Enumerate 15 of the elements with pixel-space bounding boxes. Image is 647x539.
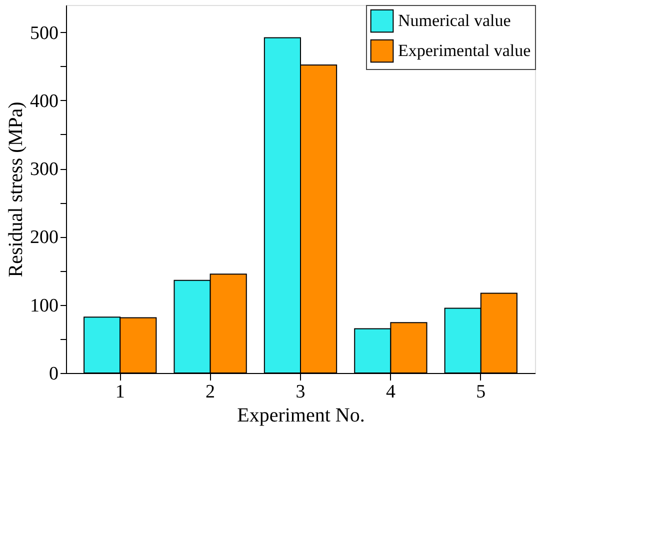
y-tick-label: 500 [30,22,58,44]
x-tick-label: 4 [386,382,396,402]
y-tick-label: 0 [49,364,58,384]
x-tick-label: 2 [206,382,216,402]
x-tick-label: 3 [296,382,306,402]
x-tick-label: 5 [476,382,486,402]
y-tick-label: 400 [30,90,58,112]
y-tick-label: 100 [30,295,58,316]
x-tick-label: 1 [115,382,125,402]
y-tick-label: 300 [30,159,58,180]
legend-label: Numerical value [398,11,511,30]
y-axis-title: Residual stress (MPa) [5,102,27,278]
y-tick-label: 200 [30,227,58,248]
x-axis-title: Experiment No. [237,404,365,426]
legend-label: Experimental value [398,41,531,60]
